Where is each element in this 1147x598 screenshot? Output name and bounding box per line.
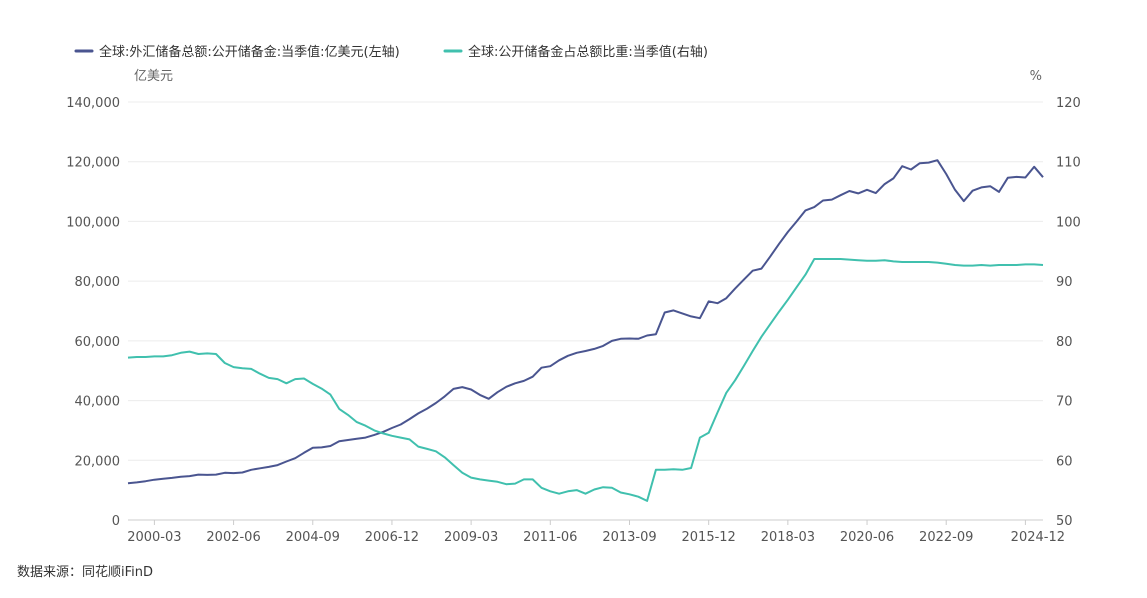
left-axis-tick-label: 140,000	[66, 96, 120, 111]
right-axis-tick-label: 120	[1056, 96, 1081, 111]
x-axis-tick-label: 2011-06	[523, 530, 577, 545]
x-axis-tick-label: 2000-03	[127, 530, 181, 545]
left-axis-tick-label: 20,000	[75, 454, 121, 469]
x-axis-tick-label: 2024-12	[1011, 530, 1065, 545]
x-axis-ticks: 2000-03 2002-06 2004-09 2006-12 2009-03 2011-…	[127, 520, 1065, 545]
left-axis-unit: 亿美元	[134, 69, 173, 84]
left-axis-tick-label: 0	[112, 514, 120, 529]
x-axis-tick-label: 2022-09	[919, 530, 973, 545]
x-axis-tick-label: 2015-12	[682, 530, 736, 545]
legend-item-1[interactable]: 全球:外汇储备总额:公开储备金:当季值:亿美元(左轴)	[74, 44, 400, 60]
left-axis-ticks: 0 20,000 40,000 60,000 80,000 100,000 120,000 1…	[66, 96, 120, 529]
legend-item-2[interactable]: 全球:公开储备金占总额比重:当季值(右轴)	[443, 44, 708, 60]
series-line-reserves-total	[127, 159, 1044, 485]
right-axis-tick-label: 80	[1056, 335, 1073, 350]
legend: 全球:外汇储备总额:公开储备金:当季值:亿美元(左轴) 全球:公开储备金占总额比重…	[74, 44, 708, 60]
right-axis-ticks: 50 60 70 80 90 100 110 120	[1056, 96, 1081, 529]
left-axis-tick-label: 40,000	[75, 395, 121, 410]
series-lines	[127, 159, 1044, 502]
right-axis-tick-label: 70	[1056, 395, 1073, 410]
left-axis-tick-label: 120,000	[66, 156, 120, 171]
x-axis-tick-label: 2009-03	[444, 530, 498, 545]
x-axis-tick-label: 2020-06	[840, 530, 894, 545]
legend-label: 全球:外汇储备总额:公开储备金:当季值:亿美元(左轴)	[99, 44, 400, 60]
right-axis-tick-label: 50	[1056, 514, 1073, 529]
x-axis-tick-label: 2002-06	[206, 530, 260, 545]
x-axis-tick-label: 2004-09	[286, 530, 340, 545]
left-axis-tick-label: 80,000	[75, 275, 121, 290]
legend-label: 全球:公开储备金占总额比重:当季值(右轴)	[468, 44, 708, 60]
gridlines	[128, 101, 1043, 521]
right-axis-tick-label: 100	[1056, 215, 1081, 230]
right-axis-tick-label: 60	[1056, 454, 1073, 469]
data-source-note: 数据来源：同花顺iFinD	[17, 564, 153, 580]
left-axis-tick-label: 60,000	[75, 335, 121, 350]
x-axis-tick-label: 2018-03	[761, 530, 815, 545]
right-axis-tick-label: 110	[1056, 156, 1081, 171]
right-axis-unit: %	[1030, 69, 1042, 84]
x-axis-tick-label: 2013-09	[602, 530, 656, 545]
x-axis-tick-label: 2006-12	[365, 530, 419, 545]
left-axis-tick-label: 100,000	[66, 215, 120, 230]
right-axis-tick-label: 90	[1056, 275, 1073, 290]
series-line-reserves-share	[127, 258, 1044, 502]
